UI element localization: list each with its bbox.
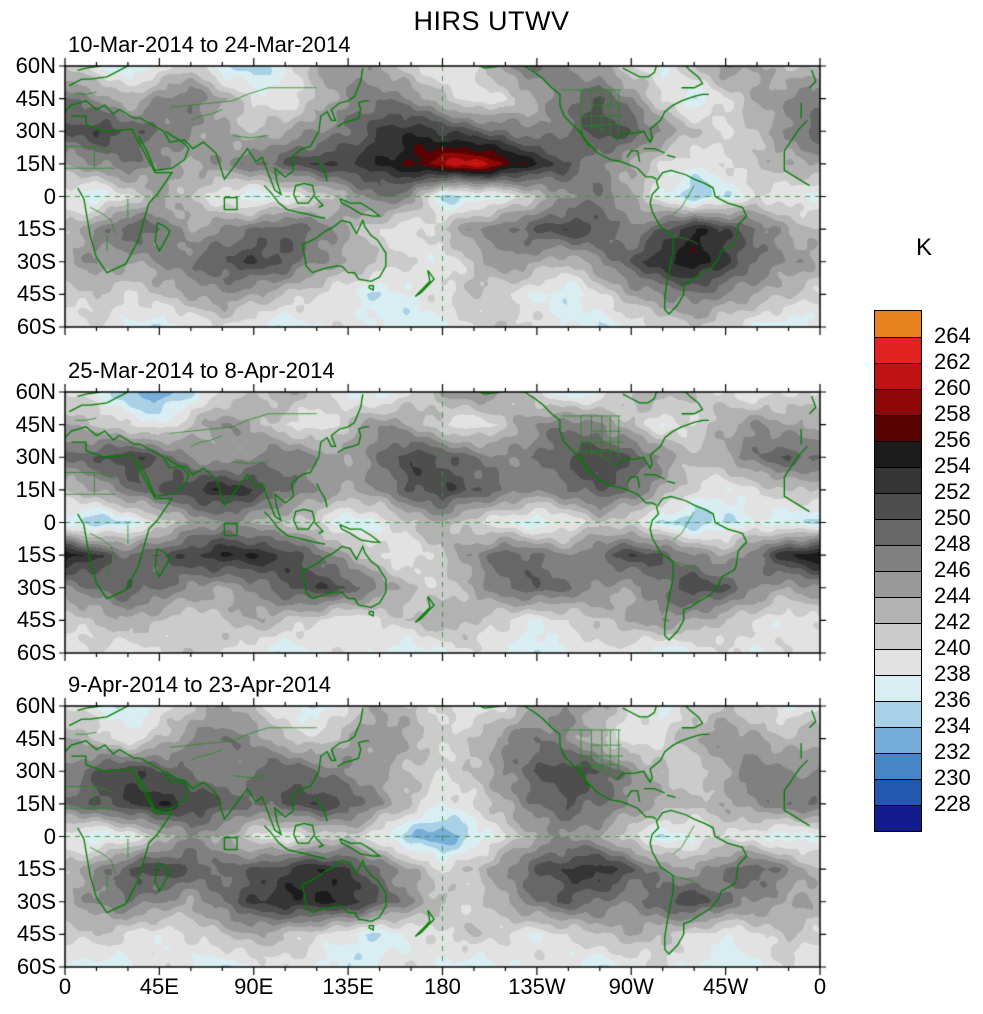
lat-tick-label: 45N [15, 725, 56, 751]
lon-tick-label: 135E [322, 974, 374, 999]
colorbar-cell [875, 493, 921, 519]
lat-tick-label: 60S [16, 314, 56, 339]
lat-tick-label: 60N [15, 693, 56, 718]
map-panel-1 [55, 56, 830, 337]
colorbar-tick-label: 264 [934, 323, 971, 348]
lat-tick-label: 15S [16, 856, 56, 882]
colorbar-tick-label: 258 [934, 401, 971, 426]
colorbar-cell [875, 415, 921, 441]
lat-tick-label: 30N [15, 758, 56, 784]
lat-tick-label: 15N [15, 150, 56, 176]
colorbar-cell [875, 623, 921, 649]
lon-tick-label: 135W [508, 974, 566, 999]
colorbar-title: K [915, 234, 932, 261]
lat-tick-label: 60N [15, 379, 56, 404]
colorbar-tick-label: 230 [934, 765, 971, 790]
colorbar-tick-label: 234 [934, 713, 971, 738]
colorbar-cell [875, 597, 921, 623]
colorbar-tick-label: 256 [934, 427, 971, 452]
lat-tick-label: 60N [15, 53, 56, 78]
lat-tick-label: 30S [16, 574, 56, 600]
lat-tick-label: 15N [15, 790, 56, 816]
colorbar-tick-label: 246 [934, 557, 971, 582]
lat-tick-label: 45S [16, 921, 56, 947]
lat-tick-label: 30S [16, 888, 56, 914]
lon-tick-label: 90W [608, 974, 654, 999]
panel-1-title: 10-Mar-2014 to 24-Mar-2014 [68, 32, 351, 57]
colorbar-tick-label: 228 [934, 791, 971, 816]
lat-tick-label: 15S [16, 216, 56, 242]
colorbar-tick-label: 254 [934, 453, 971, 478]
lat-tick-label: 45S [16, 607, 56, 633]
colorbar-cell [875, 753, 921, 779]
colorbar-tick-label: 260 [934, 375, 971, 400]
colorbar-tick-label: 250 [934, 505, 971, 530]
colorbar-cell [875, 545, 921, 571]
colorbar-cell [875, 571, 921, 597]
colorbar-cell [875, 727, 921, 753]
lat-tick-label: 45N [15, 85, 56, 111]
lon-tick-label: 0 [813, 974, 827, 999]
colorbar-cell [875, 467, 921, 493]
colorbar-tick-label: 240 [934, 635, 971, 660]
panel-3-title: 9-Apr-2014 to 23-Apr-2014 [68, 672, 331, 697]
colorbar-tick-label: 236 [934, 687, 971, 712]
colorbar-cell [875, 779, 921, 805]
colorbar-cell [875, 805, 921, 831]
panel-2-title: 25-Mar-2014 to 8-Apr-2014 [68, 358, 335, 383]
colorbar-tick-label: 262 [934, 349, 971, 374]
colorbar-tick-label: 244 [934, 583, 971, 608]
colorbar-tick-label: 232 [934, 739, 971, 764]
colorbar [874, 310, 922, 832]
map-panel-3 [55, 696, 830, 977]
colorbar-tick-label: 242 [934, 609, 971, 634]
colorbar-cell [875, 519, 921, 545]
colorbar-cell [875, 363, 921, 389]
lat-tick-label: 30S [16, 248, 56, 274]
lat-tick-label: 0 [43, 509, 56, 535]
lon-tick-label: 45W [703, 974, 749, 999]
colorbar-cell [875, 311, 921, 337]
colorbar-cell [875, 337, 921, 363]
lat-tick-label: 0 [43, 183, 56, 209]
lat-tick-label: 45N [15, 411, 56, 437]
colorbar-cell [875, 441, 921, 467]
lon-tick-label: 90E [234, 974, 274, 999]
lat-tick-label: 60S [16, 954, 56, 979]
lat-tick-label: 15S [16, 542, 56, 568]
colorbar-cell [875, 701, 921, 727]
colorbar-cell [875, 389, 921, 415]
colorbar-tick-label: 252 [934, 479, 971, 504]
lat-tick-label: 60S [16, 640, 56, 665]
lon-tick-label: 45E [139, 974, 179, 999]
lat-tick-label: 30N [15, 118, 56, 144]
colorbar-cell [875, 675, 921, 701]
lat-tick-label: 0 [43, 823, 56, 849]
colorbar-tick-label: 238 [934, 661, 971, 686]
figure-title: HIRS UTWV [413, 6, 570, 36]
lat-tick-label: 30N [15, 444, 56, 470]
lat-tick-label: 45S [16, 281, 56, 307]
colorbar-tick-label: 248 [934, 531, 971, 556]
map-panel-2 [55, 382, 830, 663]
lon-tick-label: 0 [58, 974, 72, 999]
lat-tick-label: 15N [15, 476, 56, 502]
lon-tick-label: 180 [424, 974, 461, 999]
colorbar-cell [875, 649, 921, 675]
